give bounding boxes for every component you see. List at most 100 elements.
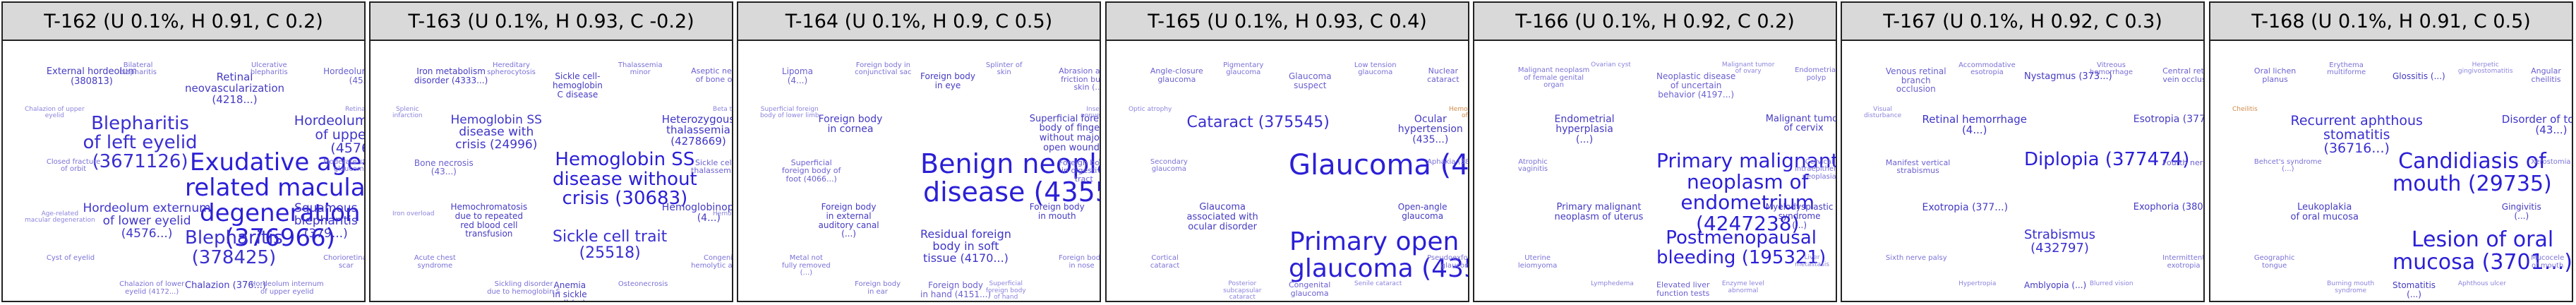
wordcloud-term: Sickle cell- hemoglobin C disease [553, 71, 603, 100]
wordcloud-term: Foreign body in external auditory canal … [818, 202, 879, 239]
wordcloud-panel: T-168 (U 0.1%, H 0.91, C 0.5) Candidiasis… [2209, 1, 2573, 302]
wordcloud-term: Superficial foreign body of hand [985, 280, 1026, 301]
wordcloud-term: Insect bite nonvenomous [1081, 105, 1100, 119]
wordcloud-term: Leukoplakia of oral mucosa [2290, 202, 2359, 223]
wordcloud-term: Strabismus (432797) [2024, 227, 2096, 256]
wordcloud-term: Burning mouth syndrome [2327, 280, 2375, 294]
wordcloud-term: Retinal neovascularization (4218...) [185, 71, 285, 106]
wordcloud-term: Optic atrophy [1128, 105, 1172, 113]
wordcloud-term: Endometrial hyperplasia (...) [1554, 113, 1615, 145]
panel-title: T-166 (U 0.1%, H 0.92, C 0.2) [1474, 3, 1836, 41]
wordcloud-term: External hordeolum (380813) [46, 66, 138, 87]
wordcloud-term: Abrasion and/or friction burn of skin (.… [1059, 66, 1101, 92]
wordcloud-term: Retinal scar [345, 105, 366, 113]
wordcloud-term: Vitreous hemorrhage [2089, 61, 2133, 77]
wordcloud-term: Visual disturbance [1863, 105, 1902, 119]
wordcloud-term: Primary malignant neoplasm of endometriu… [1656, 149, 1837, 235]
wordcloud-term: Neoplastic disease of uncertain behavior… [1656, 71, 1736, 100]
wordcloud-term: Metal not fully removed (...) [781, 254, 831, 277]
wordcloud-term: Nystagmus (373...) [2024, 71, 2112, 83]
wordcloud-term: Blepharitis (378425) [185, 227, 283, 268]
wordcloud-term: Manifest vertical strabismus [1885, 157, 1951, 176]
wordcloud-term: Malignant tumor of ovary [1721, 61, 1775, 76]
wordcloud-term: Intermittent exotropia [2162, 254, 2205, 270]
wordcloud-term: Lipoma (4...) [781, 66, 813, 85]
wordcloud-term: Uterine leiomyoma [1517, 254, 1558, 270]
wordcloud-term: Lesion of oral mucosa (3701...) [2393, 227, 2572, 275]
wordcloud-term: Splenic infarction [392, 105, 423, 119]
wordcloud-term: Recurrent aphthous stomatitis (36716...) [2290, 112, 2423, 157]
wordcloud-term: Blepharitis of left eyelid (3671126) [83, 112, 198, 173]
wordcloud-term: Cyst of eyelid [46, 254, 95, 263]
wordcloud-term: Malignant neoplasm of female genital org… [1517, 66, 1590, 89]
wordcloud-term: Esotropia (377...) [2133, 113, 2205, 125]
wordcloud-term: Venous retinal branch occlusion [1885, 66, 1946, 95]
wordcloud-term: Herpetic gingivostomatitis [2457, 61, 2513, 76]
wordcloud-term: Pigmentary glaucoma [1223, 61, 1264, 77]
wordcloud-term: Congenital hemolytic anemia [691, 254, 733, 270]
wordcloud: Benign neoplastic disease (435506) Residu… [738, 41, 1100, 301]
wordcloud-term: Hordeolum internum (4533...) [323, 66, 366, 85]
wordcloud-term: Heterozygous thalassemia (4278669) [661, 112, 733, 148]
wordcloud-term: Bone necrosis (43...) [414, 157, 474, 177]
wordcloud-term: Blurred vision [2089, 280, 2133, 288]
wordcloud-term: Hemolytic anemia [713, 210, 733, 217]
wordcloud: Primary malignant neoplasm of endometriu… [1474, 41, 1836, 301]
wordcloud-term: Primary malignant neoplasm of uterus [1554, 202, 1644, 223]
wordcloud-term: Closed fracture of orbit [46, 157, 101, 173]
wordcloud-term: Ulcerative blepharitis [250, 61, 288, 77]
wordcloud-term: Moderate stage glaucoma [323, 157, 366, 173]
wordcloud-term: Exophoria (380...) [2133, 202, 2203, 213]
wordcloud-term: Diplopia (377474) [2024, 149, 2190, 171]
wordcloud-term: Splinter of skin [985, 61, 1023, 77]
wordcloud-term: Hereditary spherocytosis [487, 61, 536, 77]
wordcloud-panel: T-162 (U 0.1%, H 0.91, C 0.2) Exudative a… [1, 1, 366, 302]
wordcloud-term: Congenital glaucoma [1289, 280, 1331, 298]
wordcloud-term: Age-related macular degeneration [24, 210, 95, 224]
wordcloud-term: Atrophic vaginitis [1517, 157, 1548, 173]
wordcloud-term: Disorder of tongue (43...) [2501, 112, 2572, 137]
wordcloud-term: Bilateral blepharitis [119, 61, 157, 77]
wordcloud-term: Liver metastasis [1795, 254, 1830, 268]
wordcloud-term: Foreign body in hand (4151...) [920, 280, 992, 299]
wordcloud-term: Acute chest syndrome [414, 254, 456, 270]
wordcloud-term: Enzyme level abnormal [1721, 280, 1764, 294]
wordcloud-term: Aseptic necrosis of bone of hip [691, 66, 733, 84]
wordcloud-term: Amblyopia (...) [2024, 280, 2087, 291]
wordcloud-term: Glaucoma suspect [1289, 71, 1332, 90]
panel-title: T-168 (U 0.1%, H 0.91, C 0.5) [2210, 3, 2572, 41]
wordcloud-term: Secondary glaucoma [1150, 157, 1188, 173]
panel-title: T-162 (U 0.1%, H 0.91, C 0.2) [3, 3, 364, 41]
wordcloud-term: Superficial foreign body of foot (4066..… [781, 157, 841, 184]
panel-title: T-167 (U 0.1%, H 0.92, C 0.3) [1842, 3, 2203, 41]
wordcloud-term: Erythema multiforme [2327, 61, 2366, 77]
wordcloud-term: Accommodative esotropia [1958, 61, 2016, 77]
wordcloud-term: Low tension glaucoma [1354, 61, 1397, 77]
wordcloud-term: Hordeolum externum of upper eyelid (4576… [294, 112, 366, 157]
wordcloud-term: Hemochromatosis due to repeated red bloo… [450, 202, 528, 239]
wordcloud-term: Angle-closure glaucoma [1150, 66, 1203, 84]
wordcloud-term: Fourth nerve palsy [2162, 157, 2203, 167]
wordcloud-term: Hordeolum externum of lower eyelid (4576… [83, 201, 211, 241]
wordcloud-term: Foreign body in digestive tract [1059, 157, 1100, 184]
wordcloud-term: Exudative age- related macular degenerat… [185, 148, 366, 253]
wordcloud-term: Osteonecrosis [618, 280, 668, 289]
wordcloud-term: Stomatitis (...) [2393, 280, 2436, 299]
wordcloud: Diplopia (377474) Strabismus (432797) Reti… [1842, 41, 2203, 301]
wordcloud-term: Sickle cell thalassemia [691, 157, 733, 176]
wordcloud-term: Superficial foreign body of lower limb [759, 105, 819, 119]
wordcloud-term: Xerostomia [2531, 157, 2571, 166]
wordcloud-term: Aphthous ulcer [2457, 280, 2506, 288]
wordcloud-term: Hordeolum internum of upper eyelid [250, 280, 324, 296]
wordcloud-term: Thalassemia minor [618, 61, 663, 77]
wordcloud-term: Central retinal vein occlusion [2162, 66, 2204, 84]
wordcloud-panel: T-167 (U 0.1%, H 0.92, C 0.3) Diplopia (3… [1841, 1, 2205, 302]
wordcloud-term: Squamous blepharitis (379...) [294, 201, 358, 241]
wordcloud-term: Senile cataract [1354, 280, 1402, 288]
wordcloud-term: Cataract (375545) [1186, 113, 1330, 131]
wordcloud-term: Iron overload [392, 210, 435, 217]
wordcloud-term: Iron metabolism disorder (4333...) [414, 66, 488, 85]
wordcloud-term: Glaucoma associated with ocular disorder [1186, 202, 1258, 232]
wordcloud-term: Sickle cell trait (25518) [553, 228, 668, 263]
panel-title: T-163 (U 0.1%, H 0.93, C -0.2) [371, 3, 732, 41]
